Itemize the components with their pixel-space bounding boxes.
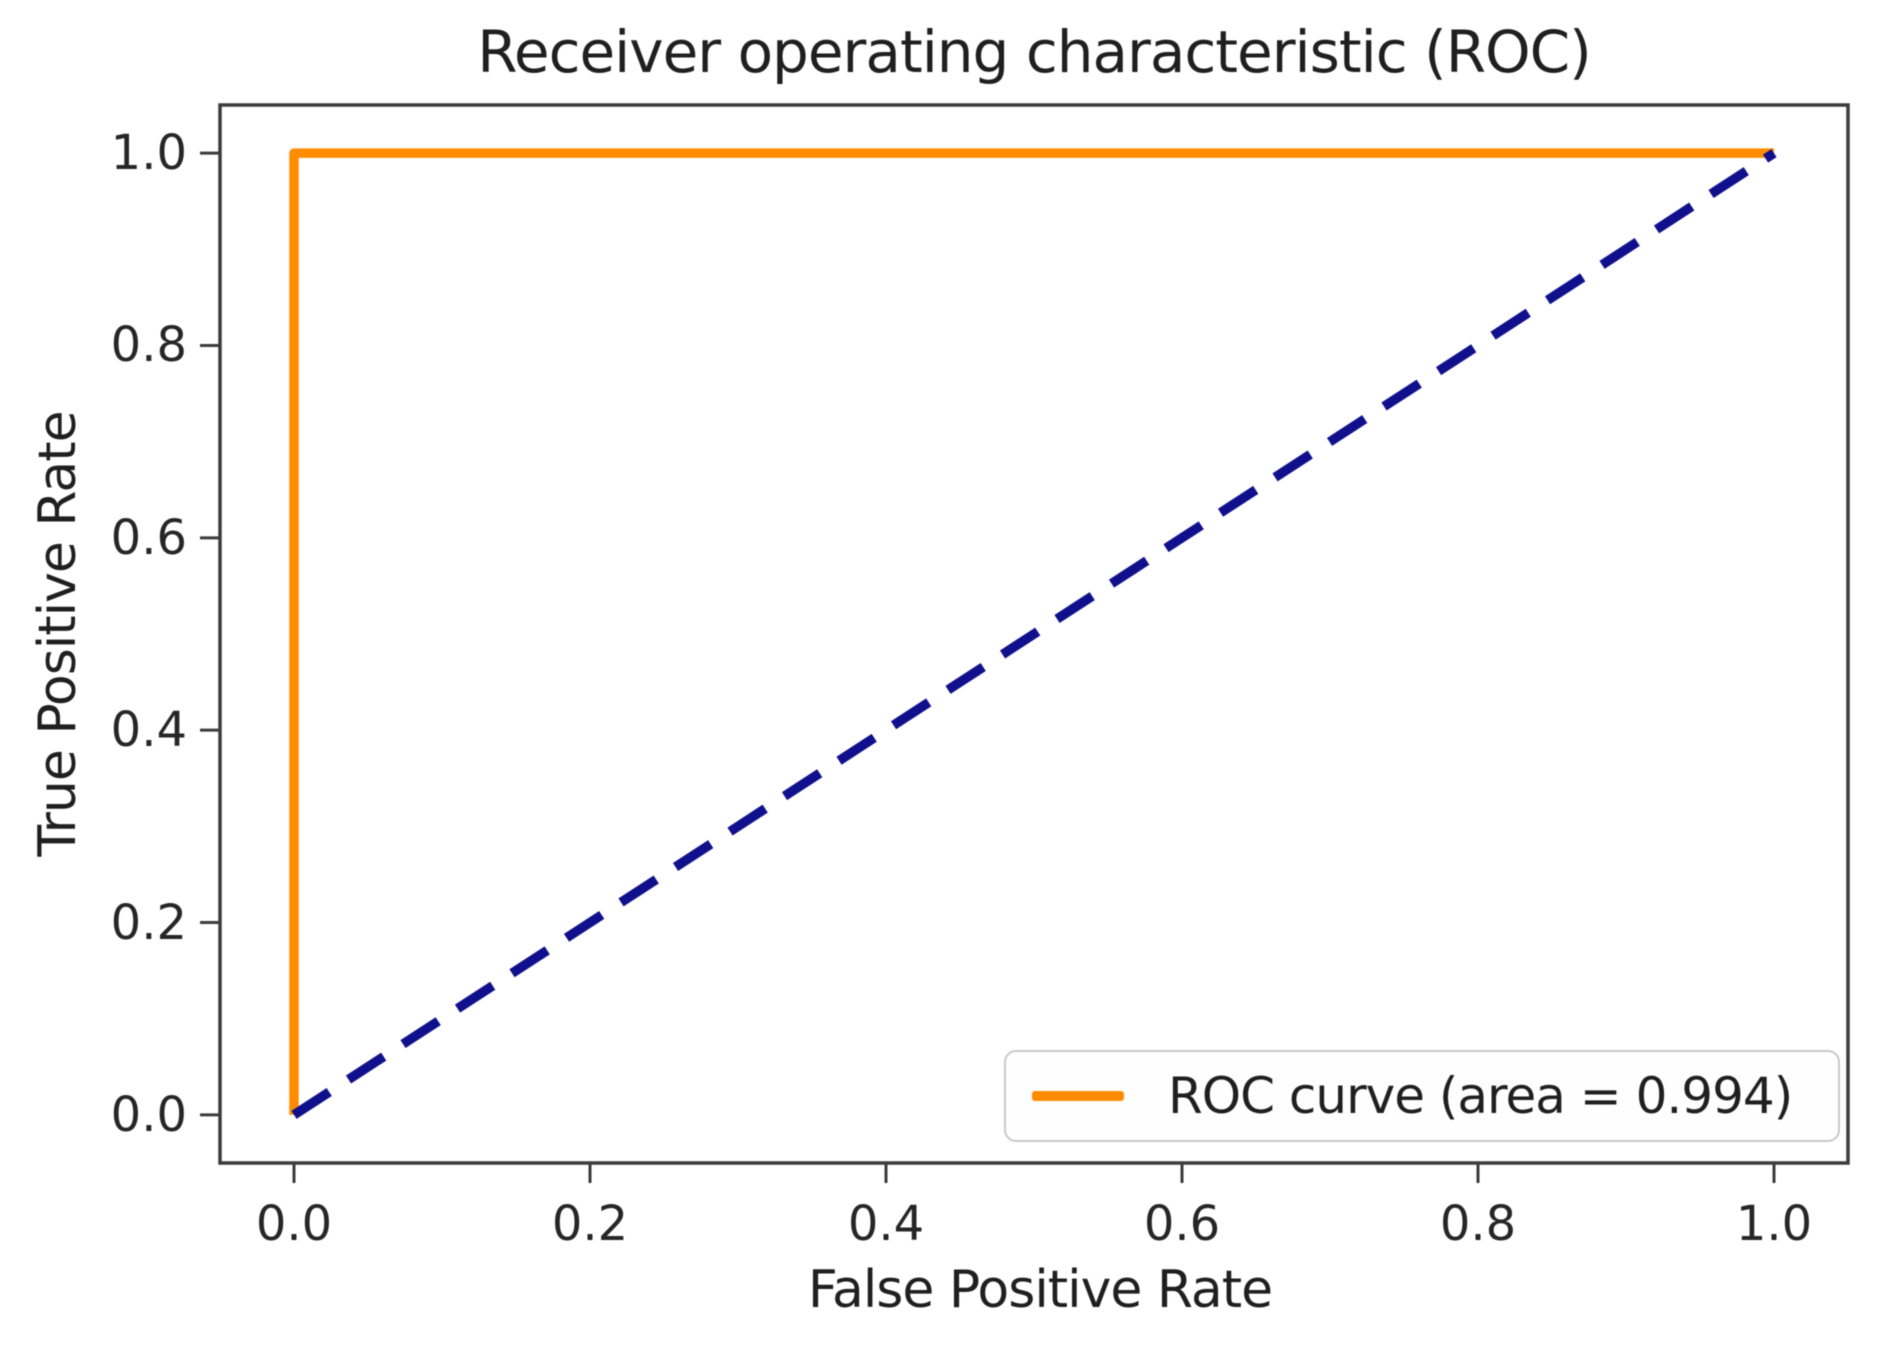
legend-roc-label: ROC curve (area = 0.994) [1168, 1067, 1793, 1125]
x-tick-label: 1.0 [1735, 1196, 1813, 1252]
x-tick-label: 0.2 [551, 1196, 629, 1252]
y-tick-label: 0.8 [110, 317, 187, 374]
chart-title: Receiver operating characteristic (ROC) [477, 18, 1592, 86]
x-tick-label: 0.0 [255, 1196, 333, 1252]
chance-diagonal-line [291, 149, 1777, 1119]
y-tick-label: 1.0 [110, 125, 187, 182]
x-tick-label: 0.8 [1439, 1196, 1517, 1252]
legend: ROC curve (area = 0.994) [1004, 1050, 1840, 1142]
y-axis-label: True Positive Rate [28, 411, 88, 857]
y-tick-label: 0.2 [110, 894, 187, 951]
y-tick-label: 0.0 [110, 1086, 187, 1143]
axes-frame [218, 103, 1850, 1165]
y-tick-label: 0.4 [110, 702, 187, 759]
y-tick-label: 0.6 [110, 509, 187, 566]
x-tick-label: 0.4 [847, 1196, 925, 1252]
x-axis-label: False Positive Rate [807, 1260, 1273, 1320]
roc-curve-line [289, 148, 1774, 1115]
legend-roc-line-swatch [1032, 1091, 1124, 1101]
x-tick-label: 0.6 [1143, 1196, 1221, 1252]
